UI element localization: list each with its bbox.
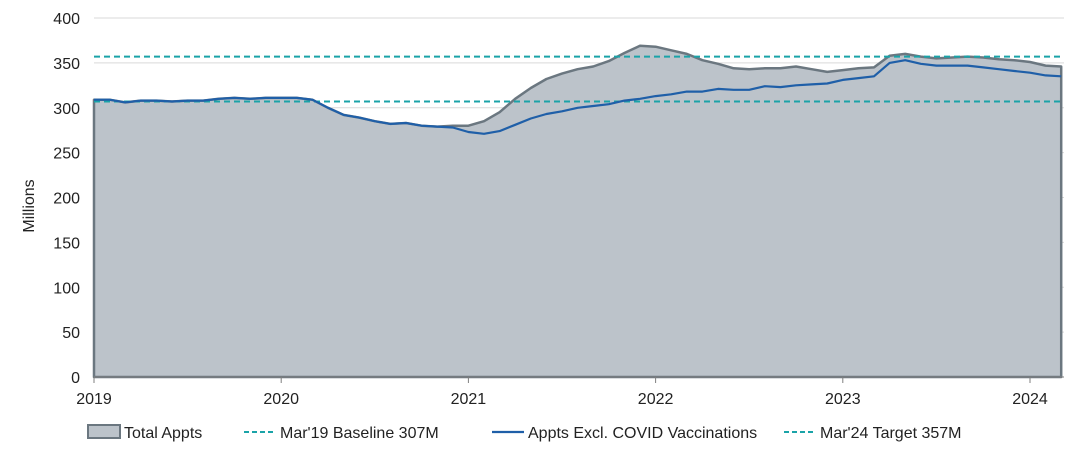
x-tick-label: 2019 <box>76 391 112 408</box>
legend-label: Mar'19 Baseline 307M <box>280 425 439 442</box>
y-axis-title: Millions <box>21 179 38 232</box>
legend: Total Appts Mar'19 Baseline 307M Appts Exc… <box>87 424 962 442</box>
x-tick-label: 2021 <box>451 391 487 408</box>
y-tick-label: 250 <box>53 146 80 163</box>
y-tick-label: 150 <box>53 235 80 252</box>
legend-swatch-total-appts <box>87 424 121 439</box>
legend-label: Mar'24 Target 357M <box>820 425 962 442</box>
total-appts-area <box>92 44 1063 379</box>
y-tick-label: 400 <box>53 11 80 28</box>
legend-label: Total Appts <box>124 425 202 442</box>
y-tick-label: 0 <box>71 370 80 387</box>
y-tick-label: 300 <box>53 101 80 118</box>
y-tick-label: 200 <box>53 191 80 208</box>
excl-covid-line <box>94 59 1062 135</box>
x-tick-label: 2024 <box>1012 391 1048 408</box>
legend-label: Appts Excl. COVID Vaccinations <box>528 425 757 442</box>
x-tick-label: 2023 <box>825 391 861 408</box>
x-tick-label: 2020 <box>263 391 299 408</box>
y-tick-label: 100 <box>53 280 80 297</box>
axes: 0 50 100 150 200 250 300 350 400 2019 2020 2021 2022… <box>53 11 1064 408</box>
plot-area <box>92 44 1064 379</box>
y-tick-label: 50 <box>62 325 80 342</box>
x-tick-label: 2022 <box>638 391 674 408</box>
y-tick-label: 350 <box>53 56 80 73</box>
